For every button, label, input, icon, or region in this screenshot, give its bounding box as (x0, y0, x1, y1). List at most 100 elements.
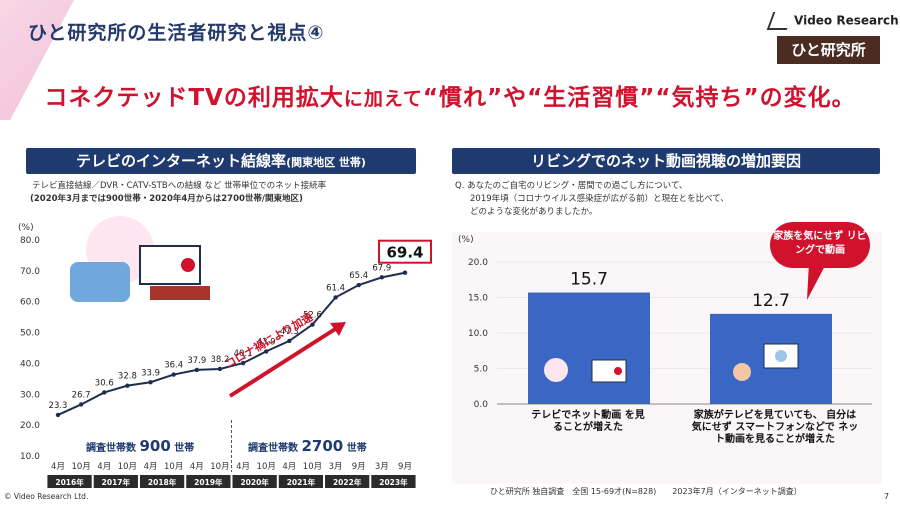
y-tick-label: 10.0 (468, 329, 488, 339)
year-label: 2023年 (379, 477, 408, 487)
highlight-box (378, 239, 432, 264)
video-research-logo: Video Research (766, 12, 899, 30)
data-point (125, 383, 130, 388)
page-header-title: ひと研究所の生活者研究と視点④ (28, 22, 325, 44)
y-tick-label: 60.0 (20, 298, 40, 308)
data-point (102, 390, 107, 395)
x-tick-label: 3月 (375, 462, 389, 472)
data-label: 47.3 (280, 327, 299, 337)
data-label: 52.6 (303, 311, 322, 321)
data-label: 30.6 (95, 378, 114, 388)
data-point (194, 367, 199, 373)
year-label: 2021年 (287, 477, 316, 487)
year-box (371, 475, 416, 488)
data-label: 38.2 (210, 355, 229, 365)
y-tick-label: 80.0 (20, 236, 40, 246)
acceleration-arrowhead (330, 322, 346, 336)
year-label: 2016年 (55, 477, 84, 487)
x-tick-label: 4月 (282, 462, 296, 472)
right-section-title: リビングでのネット動画視聴の増加要因 (452, 148, 880, 174)
series-line (57, 271, 406, 416)
x-tick-label: 10月 (71, 462, 90, 472)
tv-icon (591, 359, 627, 383)
x-tick-label: 3月 (329, 462, 343, 472)
x-tick-label: 10月 (210, 462, 229, 472)
year-box (47, 475, 92, 488)
year-label: 2022年 (333, 477, 362, 487)
survey1-unit: 世帯 (174, 443, 195, 454)
play-icon (614, 367, 622, 375)
y-tick-label: 20.0 (468, 258, 488, 268)
x-tick-label: 4月 (190, 462, 204, 472)
y-tick-label: 30.0 (20, 390, 40, 400)
year-box (186, 475, 231, 488)
survey2-num: 2700 (301, 437, 344, 455)
x-tick-label: 10月 (257, 462, 276, 472)
callout-pointer (807, 262, 827, 300)
survey1-num: 900 (139, 437, 171, 455)
bar2-category-label: 家族がテレビを見ていても、 自分は気にせず スマートフォンなどで ネット動画を見… (691, 410, 859, 445)
bar (528, 292, 650, 404)
hito-lab-logo: ひと研究所 (777, 36, 880, 64)
line-chart: (%) 10.0 20.0 30.0 40.0 50.0 60.0 70.0 80.0 23.3 2… (18, 216, 432, 488)
brand-name: Video Research (794, 13, 899, 28)
year-label: 2018年 (148, 477, 177, 487)
data-label: 67.9 (372, 263, 391, 273)
question-line-1: Q. あなたのご自宅のリビング・居間での過ごし方について、 (455, 181, 688, 191)
data-label: 23.3 (49, 401, 68, 411)
x-tick-label: 9月 (352, 462, 366, 472)
survey-count-2700: 調査世帯数 2700 世帯 (248, 437, 367, 455)
y-axis-label: (%) (458, 235, 474, 245)
x-tick-label: 4月 (144, 462, 158, 472)
data-point (310, 322, 315, 327)
x-tick-label: 10月 (118, 462, 137, 472)
data-label: 65.4 (349, 271, 368, 281)
data-point (240, 360, 246, 366)
left-note-2: (2020年3月までは900世帯・2020年4月からは2700世帯/関東地区) (30, 194, 303, 204)
data-point (171, 372, 176, 377)
y-tick-label: 10.0 (20, 452, 40, 462)
data-point (148, 380, 153, 385)
source-note: ひと研究所 独自調査 全国 15-69才(N=828) 2023年7月（インター… (490, 487, 802, 496)
headline: コネクテッドTVの利用拡大に加えて“慣れ”や“生活習慣”“気持ち”の変化。 (0, 78, 900, 112)
y-tick-label: 15.0 (468, 294, 488, 304)
data-point (217, 366, 223, 372)
data-label: 36.4 (164, 361, 183, 371)
year-label: 2020年 (240, 477, 269, 487)
y-tick-label: 40.0 (20, 359, 40, 369)
survey-count-900: 調査世帯数 900 世帯 (86, 437, 194, 455)
year-label: 2017年 (102, 477, 131, 487)
y-tick-label: 5.0 (474, 365, 489, 375)
x-tick-label: 10月 (303, 462, 322, 472)
data-point (402, 270, 408, 275)
y-tick-label: 0.0 (474, 400, 489, 410)
headline-part1: コネクテッドTVの利用拡大 (44, 85, 344, 111)
survey2-label: 調査世帯数 (248, 443, 298, 454)
x-tick-label: 9月 (398, 462, 412, 472)
year-box (232, 475, 277, 488)
question-line-2: 2019年頃（コロナウイルス感染症が広がる前）と現在とを比べて、 (470, 194, 729, 204)
y-axis-label: (%) (18, 223, 34, 233)
data-point (55, 412, 61, 418)
bar1-category-label: テレビでネット動画 を見ることが増えた (531, 410, 645, 433)
data-point (287, 338, 292, 344)
data-point (356, 282, 361, 288)
y-tick-label: 20.0 (20, 421, 40, 431)
callout-bubble: 家族を気にせず リビングで動画 (770, 222, 870, 268)
tv-family-illustration (70, 216, 210, 302)
question-line-3: どのような変化がありましたか。 (470, 207, 598, 217)
survey2-unit: 世帯 (346, 443, 367, 454)
page-number: 7 (884, 492, 890, 501)
year-box (93, 475, 138, 488)
data-point (379, 275, 385, 280)
left-title-suffix: (関東地区 世帯) (286, 156, 366, 169)
left-section-title: テレビのインターネット結線率(関東地区 世帯) (26, 148, 416, 174)
data-point (264, 349, 269, 354)
x-tick-label: 4月 (51, 462, 65, 472)
face-icon (775, 350, 787, 362)
family-icon-2 (733, 363, 751, 381)
y-tick-label: 50.0 (20, 329, 40, 339)
family-icon (544, 358, 568, 382)
data-label: 33.9 (141, 368, 160, 378)
survey1-label: 調査世帯数 (86, 443, 136, 454)
